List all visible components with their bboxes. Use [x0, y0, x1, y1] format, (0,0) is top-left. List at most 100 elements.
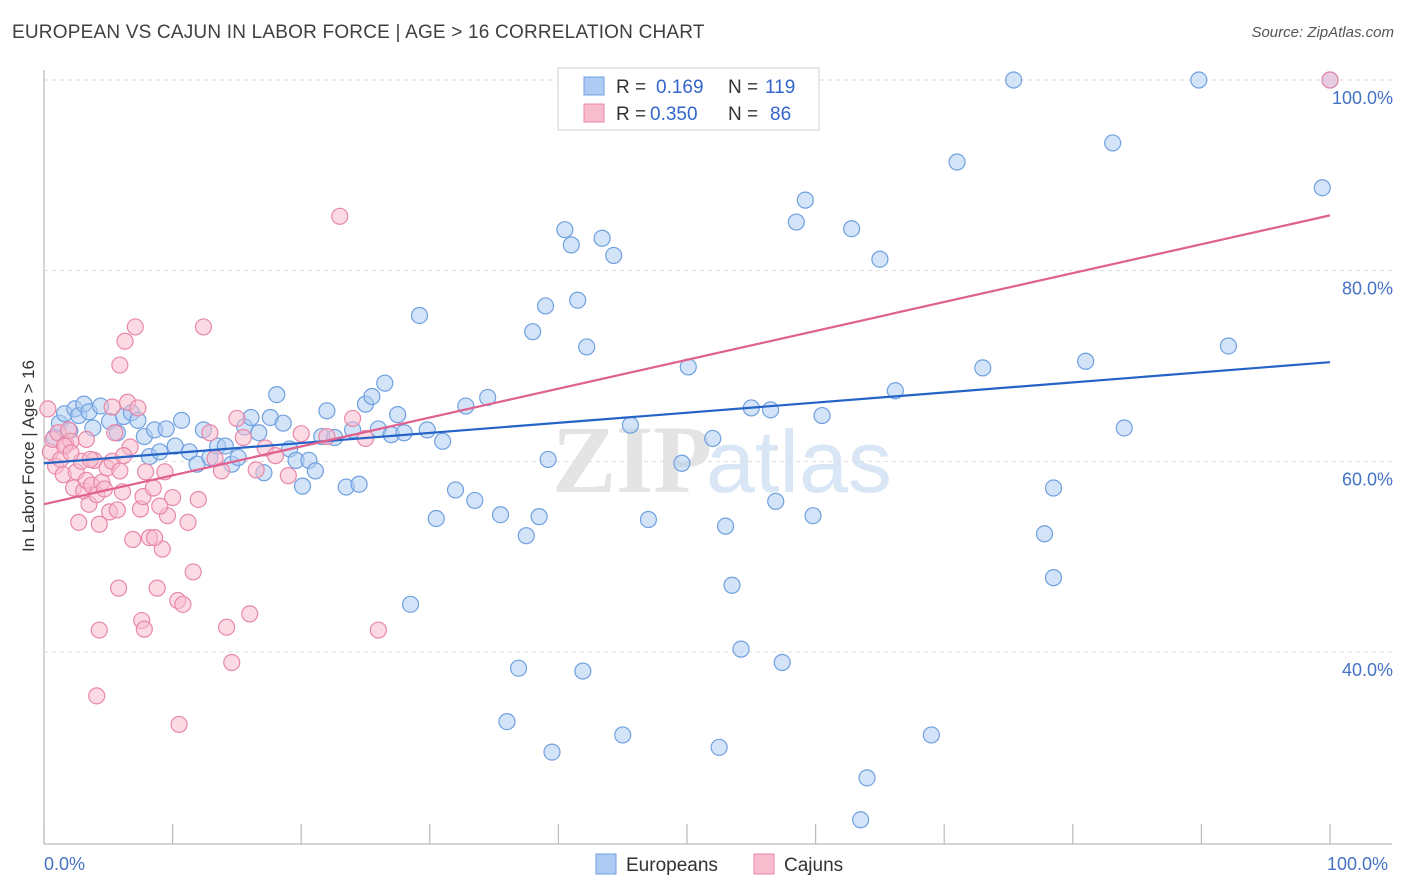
point-cajuns-66 [344, 409, 362, 428]
point-cajuns-65 [331, 207, 349, 225]
point-europeans-47 [350, 475, 368, 493]
point-europeans-21 [173, 411, 191, 429]
y-tick-label-80: 80.0% [1342, 279, 1393, 299]
legend-swatch-cajuns [583, 103, 605, 123]
point-europeans-106 [948, 153, 966, 171]
point-europeans-53 [389, 406, 407, 424]
point-europeans-65 [498, 712, 516, 731]
point-europeans-82 [639, 510, 658, 529]
point-europeans-91 [732, 640, 750, 658]
point-europeans-79 [605, 246, 623, 265]
point-europeans-109 [1035, 525, 1054, 543]
point-cajuns-54 [218, 618, 236, 636]
point-europeans-43 [318, 402, 336, 420]
legend-n-value-cajuns: 86 [770, 104, 791, 125]
point-europeans-90 [723, 576, 741, 594]
point-cajuns-58 [241, 605, 259, 623]
gridlines [44, 79, 1392, 653]
point-cajuns-30 [116, 332, 134, 350]
point-europeans-74 [562, 236, 580, 254]
point-europeans-105 [922, 726, 940, 744]
point-europeans-116 [1219, 337, 1238, 355]
point-europeans-102 [858, 769, 876, 787]
point-europeans-111 [1044, 479, 1063, 497]
point-europeans-60 [446, 481, 465, 499]
point-europeans-110 [1044, 569, 1063, 587]
chart-title: EUROPEAN VS CAJUN IN LABOR FORCE | AGE >… [12, 22, 705, 43]
x-tick-label-min: 0.0% [44, 854, 85, 874]
point-cajuns-49 [189, 490, 207, 509]
x-ticks [43, 824, 1331, 844]
point-europeans-68 [524, 323, 542, 341]
point-europeans-101 [852, 811, 870, 829]
point-europeans-70 [536, 297, 555, 315]
point-cajuns-81 [62, 444, 80, 462]
bottom-legend-swatch-europeans [595, 853, 617, 875]
point-europeans-107 [974, 359, 992, 377]
point-europeans-29 [229, 448, 247, 467]
point-europeans-113 [1104, 134, 1122, 152]
point-cajuns-85 [1321, 71, 1339, 89]
point-cajuns-83 [111, 356, 129, 374]
y-tick-label-100: 100.0% [1332, 88, 1393, 108]
point-europeans-97 [796, 191, 814, 209]
point-cajuns-26 [106, 424, 124, 442]
point-cajuns-75 [170, 715, 188, 734]
point-europeans-32 [250, 424, 268, 442]
point-cajuns-27 [108, 501, 126, 519]
point-europeans-55 [401, 595, 420, 613]
point-cajuns-20 [90, 515, 108, 533]
trend-line-cajuns [43, 214, 1331, 506]
point-cajuns-57 [234, 428, 252, 447]
point-europeans-77 [578, 338, 596, 356]
point-europeans-104 [886, 382, 904, 400]
y-tick-label-40: 40.0% [1342, 660, 1393, 680]
point-europeans-80 [614, 726, 632, 744]
point-cajuns-48 [184, 563, 202, 581]
point-europeans-93 [761, 401, 780, 419]
point-europeans-69 [530, 508, 548, 526]
legend-r-value-cajuns: 0.350 [650, 104, 698, 125]
point-europeans-56 [410, 306, 429, 325]
point-europeans-76 [574, 662, 592, 680]
stats-legend: R = 0.169 N = 119 R = 0.350 N = 86 [557, 67, 820, 131]
point-cajuns-62 [279, 467, 297, 485]
point-cajuns-77 [103, 398, 121, 416]
point-cajuns-50 [194, 318, 213, 336]
point-cajuns-76 [88, 687, 106, 705]
point-europeans-41 [306, 462, 324, 480]
point-europeans-66 [509, 659, 528, 677]
point-europeans-94 [767, 492, 785, 510]
point-cajuns-46 [174, 595, 192, 613]
point-cajuns-74 [151, 497, 169, 515]
point-cajuns-47 [179, 513, 197, 531]
y-tick-label-60: 60.0% [1342, 469, 1393, 489]
point-europeans-72 [543, 743, 561, 761]
point-europeans-18 [151, 443, 169, 461]
point-cajuns-35 [129, 399, 147, 417]
point-europeans-71 [539, 450, 557, 469]
point-europeans-57 [418, 421, 436, 439]
point-europeans-81 [621, 416, 640, 434]
point-europeans-88 [710, 738, 728, 756]
legend-r-label-cajuns: R = [616, 104, 646, 125]
point-europeans-51 [376, 374, 394, 392]
point-europeans-99 [813, 406, 831, 425]
point-europeans-98 [804, 507, 822, 525]
x-tick-label-max: 100.0% [1327, 854, 1388, 874]
point-europeans-73 [556, 221, 574, 239]
point-cajuns-0 [39, 400, 57, 418]
point-cajuns-73 [145, 528, 164, 547]
point-cajuns-69 [90, 621, 108, 639]
point-cajuns-53 [212, 462, 231, 480]
source-label: Source: ZipAtlas.com [1251, 24, 1394, 41]
legend-r-label-europeans: R = [616, 77, 646, 98]
legend-r-value-europeans: 0.169 [656, 77, 704, 98]
point-europeans-95 [773, 653, 791, 672]
point-europeans-112 [1077, 352, 1095, 370]
legend-n-label-europeans: N = [728, 77, 758, 98]
point-cajuns-56 [228, 409, 246, 428]
point-europeans-100 [843, 220, 861, 238]
point-europeans-59 [434, 432, 452, 450]
